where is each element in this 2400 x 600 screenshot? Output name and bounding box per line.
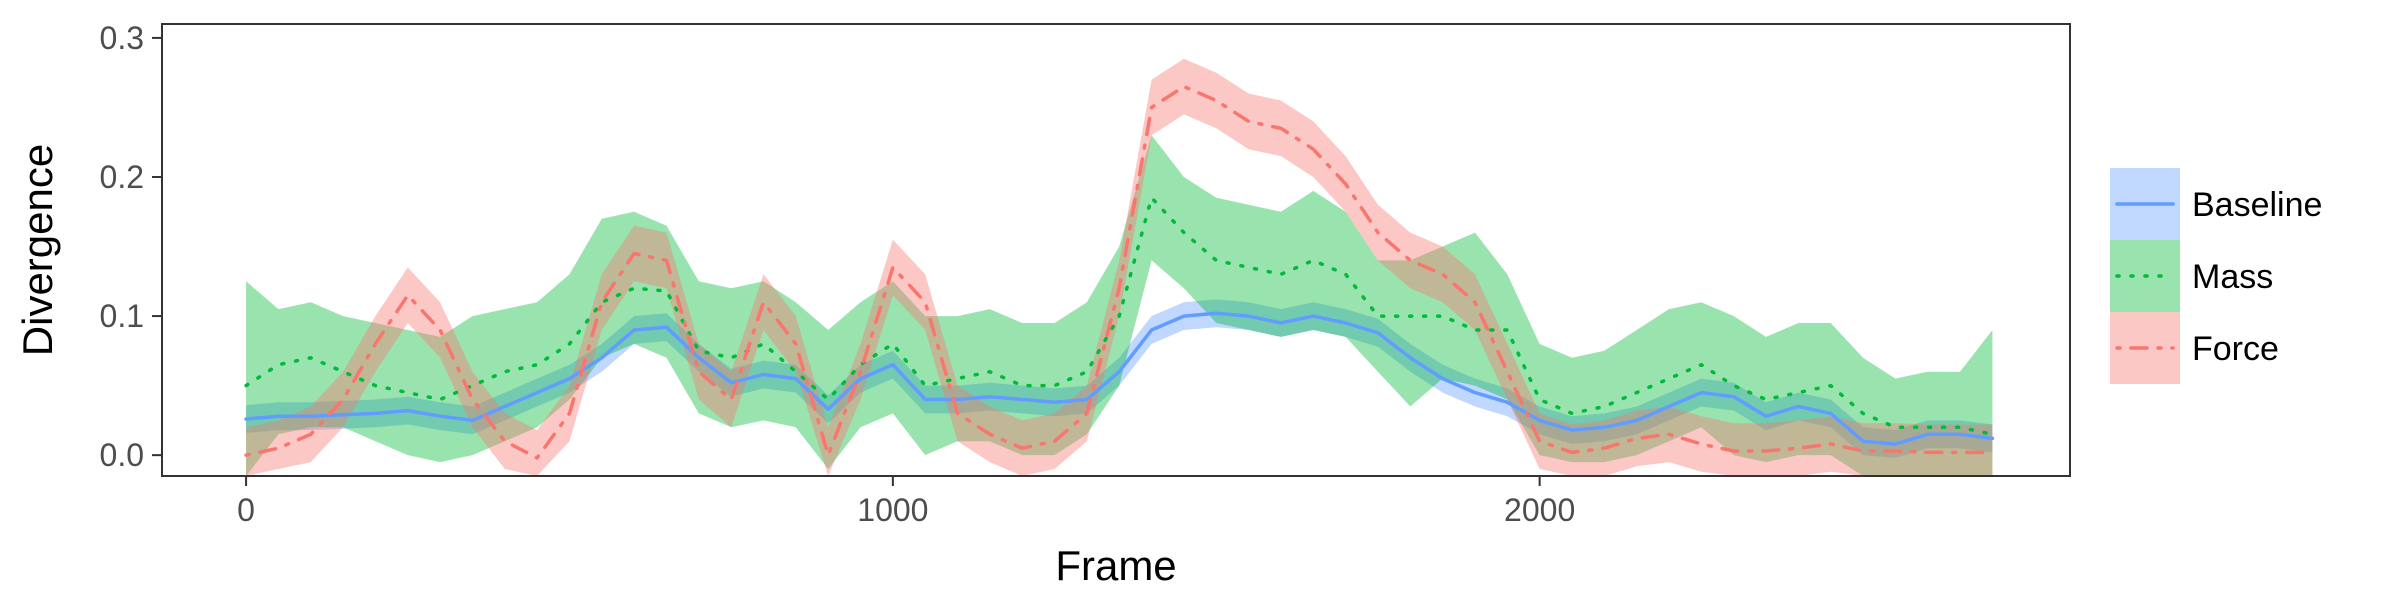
ribbon-baseline xyxy=(246,299,1993,458)
legend-item-baseline: Baseline xyxy=(2110,168,2322,240)
x-axis-title: Frame xyxy=(1055,542,1176,589)
x-tick-label: 1000 xyxy=(857,492,928,528)
y-tick-label: 0.2 xyxy=(100,159,144,195)
x-axis: 0 1000 2000 xyxy=(237,476,1575,528)
plot-panel-background xyxy=(162,24,2070,476)
x-tick-label: 0 xyxy=(237,492,255,528)
plot-panel-border xyxy=(161,23,2071,477)
line-baseline xyxy=(244,311,1995,446)
ribbon-force xyxy=(246,58,1993,476)
confidence-ribbons xyxy=(246,58,1993,476)
series-lines xyxy=(244,84,1995,460)
legend-label: Baseline xyxy=(2192,186,2322,224)
legend-label: Force xyxy=(2192,330,2279,368)
y-tick-label: 0.1 xyxy=(100,298,144,334)
line-force xyxy=(244,84,1995,460)
legend-item-force: Force xyxy=(2110,312,2279,384)
line-mass xyxy=(244,196,1995,437)
ribbon-mass xyxy=(246,135,1993,476)
y-axis-title: Divergence xyxy=(14,144,61,356)
legend-item-mass: Mass xyxy=(2110,240,2273,312)
legend-label: Mass xyxy=(2192,258,2273,296)
x-tick-label: 2000 xyxy=(1504,492,1575,528)
legend: Baseline Mass Force xyxy=(2110,168,2322,384)
y-tick-label: 0.0 xyxy=(100,437,144,473)
y-axis: 0.0 0.1 0.2 0.3 xyxy=(100,20,162,473)
y-tick-label: 0.3 xyxy=(100,20,144,56)
